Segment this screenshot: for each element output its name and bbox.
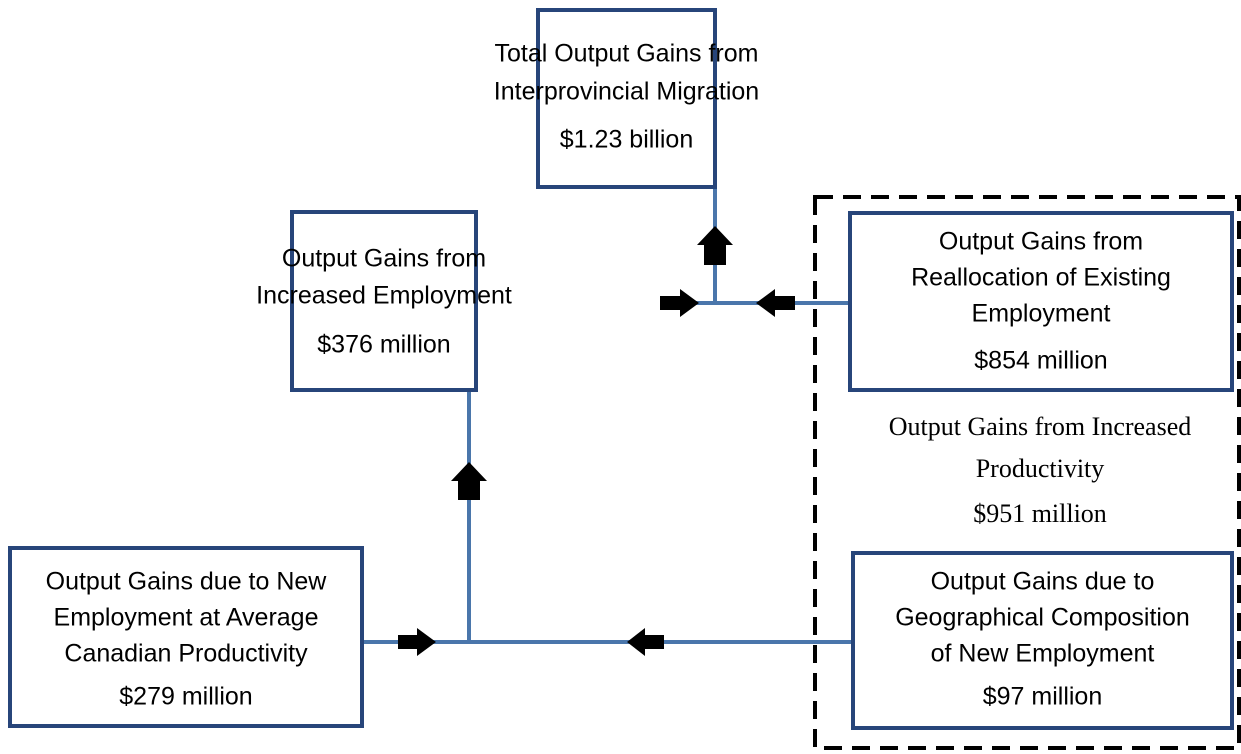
arrow-up <box>697 226 733 265</box>
node: Output Gains from Reallocation of Existin… <box>848 211 1234 392</box>
node-label: Reallocation of Existing <box>911 264 1171 292</box>
node-label: Output Gains due to New <box>46 568 328 596</box>
node: Output Gains from Increased Employment $37… <box>256 210 512 392</box>
arrow-right <box>660 289 699 317</box>
node: Total Output Gains from Interprovincial M… <box>494 8 759 189</box>
node-box <box>8 546 364 728</box>
node-value: $854 million <box>974 347 1107 375</box>
node-label: Output Gains from <box>939 228 1143 256</box>
arrow-right <box>398 628 436 656</box>
group-label: Output Gains from Increased <box>889 412 1192 441</box>
node-box <box>851 551 1234 730</box>
node-label: Output Gains due to <box>931 568 1155 596</box>
node-label: Canadian Productivity <box>64 640 308 668</box>
node: Output Gains due to New Employment at Ave… <box>8 546 364 728</box>
node-box <box>536 8 717 189</box>
node-box <box>290 210 478 392</box>
node-box <box>848 211 1234 392</box>
arrow-up <box>451 462 487 500</box>
node-label: Employment <box>972 300 1111 328</box>
node-value: $97 million <box>983 683 1103 711</box>
arrow-left <box>627 628 664 656</box>
node-label: Output Gains from <box>282 245 486 273</box>
node-label: Geographical Composition <box>895 604 1190 632</box>
node-label: Interprovincial Migration <box>494 78 759 106</box>
arrow-left <box>756 289 795 317</box>
node-value: $376 million <box>317 331 450 359</box>
node-label: of New Employment <box>931 640 1155 668</box>
group-border <box>813 195 1241 750</box>
node-label: Increased Employment <box>256 282 512 310</box>
group-label: Productivity <box>976 454 1105 483</box>
node-value: $1.23 billion <box>560 126 693 154</box>
node-label: Employment at Average <box>54 604 319 632</box>
node-label: Total Output Gains from <box>494 40 758 68</box>
group-value: $951 million <box>973 499 1107 528</box>
node-value: $279 million <box>119 683 252 711</box>
node: Output Gains due to Geographical Composit… <box>851 551 1234 730</box>
